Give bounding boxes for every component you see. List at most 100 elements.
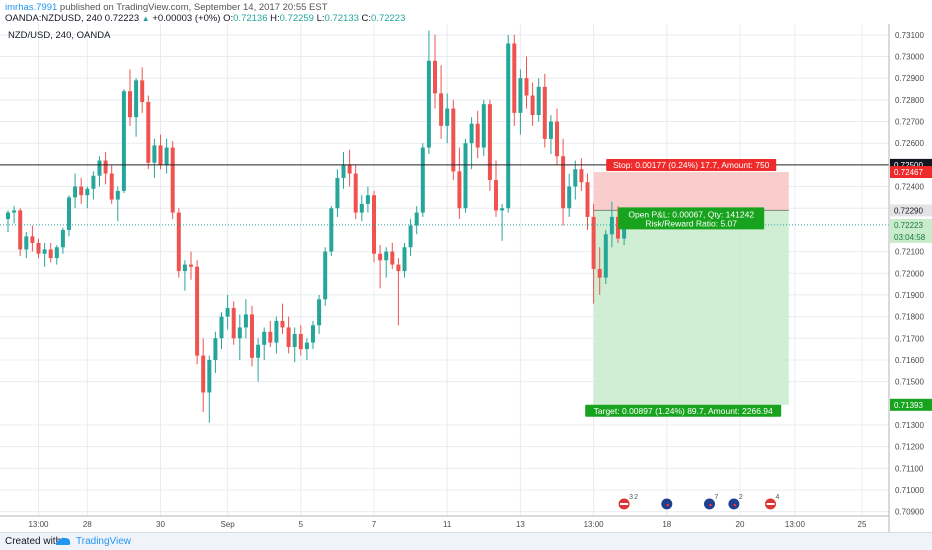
candle-body xyxy=(134,80,139,118)
last-price: 0.72223 xyxy=(104,13,140,24)
candle-body xyxy=(408,225,413,248)
candle-body xyxy=(73,186,78,198)
candle-body xyxy=(469,123,474,144)
candle-body xyxy=(280,320,285,328)
y-tick-label: 0.72400 xyxy=(895,183,924,192)
high-label: H: xyxy=(270,13,280,24)
flag-circle xyxy=(703,497,716,511)
candles xyxy=(6,30,627,423)
candle-body xyxy=(219,316,224,339)
y-tick-label: 0.71500 xyxy=(895,378,924,387)
flag-circle xyxy=(660,497,674,511)
candle-body xyxy=(420,147,425,213)
low-value: 0.72133 xyxy=(324,13,359,24)
y-tick-label: 0.73100 xyxy=(895,31,924,40)
candle-body xyxy=(494,180,498,211)
price-chart[interactable]: Stop: 0.00177 (0.24%) 17.7, Amount: 750 O… xyxy=(0,24,932,532)
y-tick-label: 0.72800 xyxy=(895,96,924,105)
event-count: 7 xyxy=(715,494,719,501)
candle-body xyxy=(170,147,175,213)
publish-info: imrhas.7991 published on TradingView.com… xyxy=(5,2,328,13)
axes: 0.73100 0.73000 0.72900 0.72800 0.72700 0.726… xyxy=(0,24,932,532)
candle-body xyxy=(555,121,559,157)
y-tick-label: 0.71700 xyxy=(895,334,924,343)
candle-body xyxy=(67,197,71,230)
open-value: 0.72136 xyxy=(233,13,268,24)
event-count-secondary: 2 xyxy=(634,494,638,501)
y-tick-label: 0.73000 xyxy=(895,53,924,62)
candle-body xyxy=(201,355,206,393)
countdown-label: 03:04:58 xyxy=(894,233,926,242)
position-overlay: Stop: 0.00177 (0.24%) 17.7, Amount: 750 O… xyxy=(0,159,889,511)
candle-body xyxy=(231,307,236,339)
y-tick-label: 0.71200 xyxy=(895,443,924,452)
price-tag-bg xyxy=(890,166,932,179)
candle-body xyxy=(512,43,517,113)
price-tag: 0.72467 xyxy=(894,168,923,177)
candle-body xyxy=(506,43,511,209)
candle-body xyxy=(402,247,407,272)
candle-body xyxy=(268,331,273,343)
candle-body xyxy=(579,169,584,183)
nz-flag-icon xyxy=(660,497,674,511)
x-tick-label: 5 xyxy=(299,520,304,529)
flag-star xyxy=(733,503,737,507)
candle-body xyxy=(439,93,444,126)
candle-body xyxy=(158,145,163,165)
y-tick-label: 0.71600 xyxy=(895,356,924,365)
candle-body xyxy=(372,195,376,254)
candle-body xyxy=(616,216,620,239)
candle-body xyxy=(329,208,334,252)
x-tick-label: 11 xyxy=(443,520,452,529)
low-label: L: xyxy=(316,13,325,24)
target-label-bg xyxy=(585,404,782,417)
x-tick-label: 13:00 xyxy=(584,520,605,529)
nz-flag-icon: 7 xyxy=(703,494,719,511)
stop-zone xyxy=(593,172,789,211)
open-label: O: xyxy=(223,13,234,24)
candle-body xyxy=(60,229,65,248)
countdown-bg xyxy=(890,230,932,243)
candle-body xyxy=(536,86,541,116)
candle-body xyxy=(451,108,456,172)
candle-body xyxy=(207,359,212,393)
candle-body xyxy=(384,251,389,261)
candle-body xyxy=(274,320,279,343)
candle-body xyxy=(24,236,29,250)
candle-body xyxy=(140,80,145,103)
candle-body xyxy=(591,216,596,269)
candle-body xyxy=(292,333,297,347)
y-tick-label: 0.72000 xyxy=(895,269,924,278)
candle-body xyxy=(195,266,200,356)
candle-body xyxy=(585,182,590,217)
candle-body xyxy=(42,249,47,254)
candle-body xyxy=(12,210,17,213)
candle-body xyxy=(304,342,309,350)
candle-body xyxy=(182,264,187,272)
candle-body xyxy=(500,208,505,211)
candle-body xyxy=(146,102,151,163)
candle-body xyxy=(378,253,383,261)
candle-body xyxy=(176,212,181,272)
x-tick-label: 18 xyxy=(662,520,671,529)
y-tick-label: 0.72100 xyxy=(895,248,924,257)
candle-body xyxy=(347,164,352,174)
y-tick-label: 0.72600 xyxy=(895,139,924,148)
price-tag: 0.71393 xyxy=(894,401,923,410)
x-tick-label: 20 xyxy=(736,520,745,529)
candle-body xyxy=(79,186,84,196)
open-pnl-bg xyxy=(618,207,765,230)
event-count: 3 xyxy=(629,494,633,501)
target-label: Target: 0.00897 (1.24%) 89.7, Amount: 22… xyxy=(594,406,773,416)
published-text: published on TradingView.com, September … xyxy=(59,2,328,13)
x-tick-label: 7 xyxy=(372,520,377,529)
candle-body xyxy=(97,160,102,176)
author-link[interactable]: imrhas.7991 xyxy=(5,2,58,13)
candle-body xyxy=(48,249,53,259)
tradingview-brand[interactable]: TradingView xyxy=(76,536,132,547)
flag-circle xyxy=(727,497,741,511)
candle-body xyxy=(530,95,535,116)
candle-body xyxy=(487,104,492,181)
pane-title: NZD/USD, 240, OANDA xyxy=(8,30,111,41)
candle-body xyxy=(18,210,23,250)
